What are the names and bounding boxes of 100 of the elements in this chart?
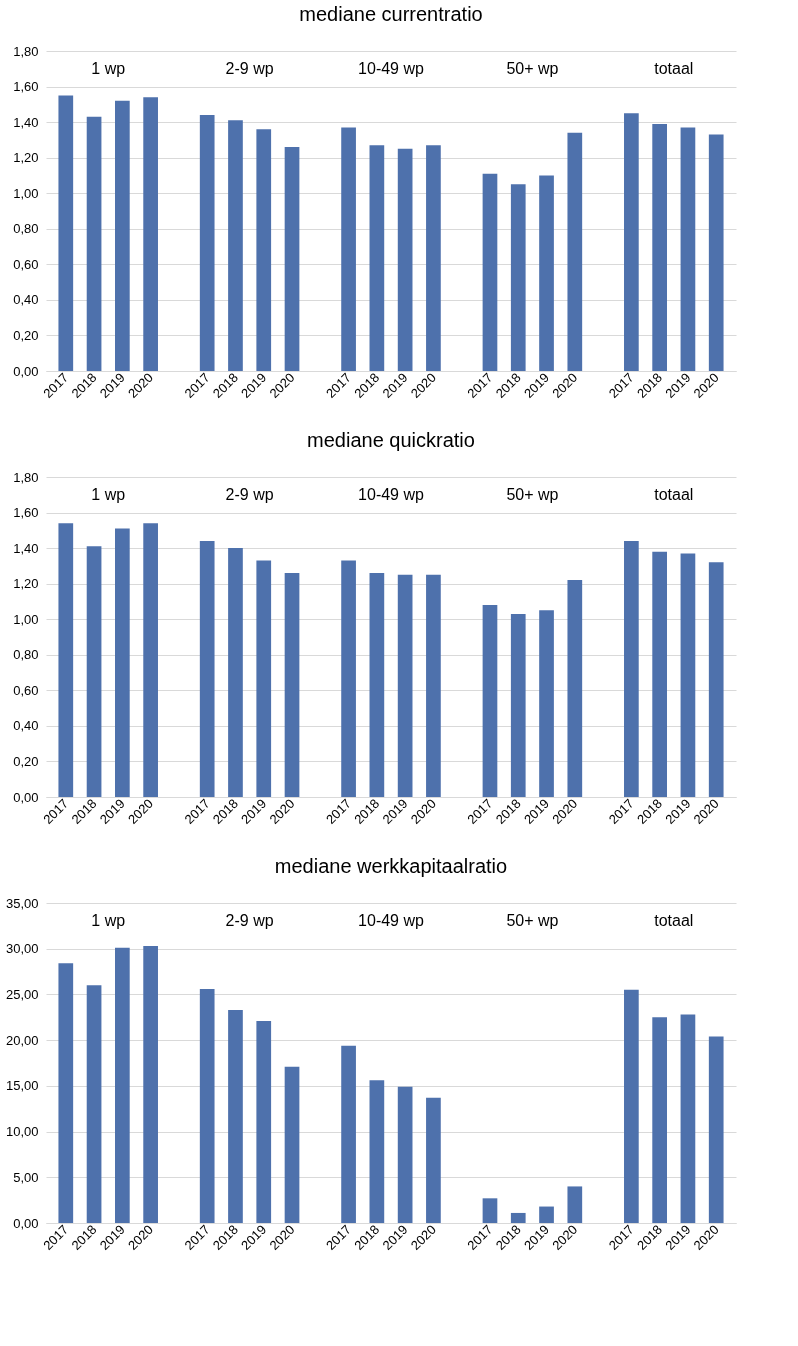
bar [341, 127, 356, 371]
bar [228, 120, 243, 371]
bar [624, 113, 639, 371]
bar [199, 115, 215, 371]
y-tick-label: 1,40 [13, 114, 39, 130]
bar [652, 1017, 667, 1223]
bar [397, 1086, 413, 1223]
bar [397, 148, 413, 371]
bar [482, 1198, 498, 1223]
y-tick-label: 1,80 [13, 43, 39, 59]
y-tick-label: 0,60 [13, 682, 39, 698]
y-tick-label: 0,80 [13, 221, 39, 237]
bar [115, 947, 130, 1223]
bar [426, 145, 441, 371]
bar [482, 173, 498, 371]
bar [86, 116, 102, 371]
bar [708, 134, 724, 371]
y-tick-label: 1,40 [13, 540, 39, 556]
y-tick-label: 0,20 [13, 327, 39, 343]
bar [143, 97, 158, 371]
bar [482, 605, 498, 797]
y-tick-label: 1,80 [13, 469, 39, 485]
bar [567, 132, 583, 371]
bar [624, 989, 639, 1223]
annotation: 2-9 wp [225, 486, 274, 503]
chart-title: mediane quickratio [307, 429, 475, 451]
bar [284, 573, 300, 797]
chart-title: mediane werkkapitaalratio [274, 855, 508, 877]
y-tick-label: 0,00 [13, 789, 39, 805]
bar [680, 127, 696, 371]
bar [341, 560, 356, 797]
bar [256, 129, 272, 371]
bar [426, 574, 441, 797]
y-tick-label: 1,00 [13, 611, 39, 627]
annotation: 50+ wp [506, 486, 559, 503]
bar [58, 95, 74, 371]
bar [680, 1014, 696, 1223]
bar [426, 1097, 441, 1223]
annotation: 1 wp [91, 486, 126, 503]
annotation: 10-49 wp [358, 912, 425, 929]
bar [115, 100, 130, 371]
annotation: 1 wp [91, 912, 126, 929]
y-tick-label: 1,00 [13, 185, 39, 201]
bar [624, 541, 639, 797]
y-tick-label: 10,00 [5, 1124, 39, 1140]
bar [256, 560, 272, 797]
bar [58, 963, 74, 1223]
bar [680, 553, 696, 797]
bar [539, 175, 554, 371]
bar [369, 573, 385, 797]
bar [143, 945, 158, 1223]
y-tick-label: 1,60 [13, 79, 39, 95]
bar [86, 985, 102, 1223]
y-tick-label: 0,80 [13, 647, 39, 663]
annotation: totaal [654, 60, 694, 77]
annotation: totaal [654, 912, 694, 929]
bar [369, 1080, 385, 1223]
bar [341, 1045, 356, 1223]
bar [708, 1036, 724, 1223]
y-tick-label: 0,40 [13, 718, 39, 734]
bar [228, 548, 243, 797]
y-tick-label: 1,20 [13, 150, 39, 166]
bar [284, 147, 300, 371]
bar [708, 562, 724, 797]
y-tick-label: 5,00 [13, 1169, 39, 1185]
bar [567, 1186, 583, 1223]
annotation: 1 wp [91, 60, 126, 77]
bar [510, 184, 526, 371]
annotation: 2-9 wp [225, 60, 274, 77]
y-tick-label: 0,60 [13, 256, 39, 272]
y-tick-label: 15,00 [5, 1078, 39, 1094]
bar [510, 1212, 526, 1223]
bar [369, 145, 385, 371]
chart-title: mediane currentratio [299, 3, 483, 25]
y-tick-label: 20,00 [5, 1032, 39, 1048]
annotation: 2-9 wp [225, 912, 274, 929]
bar [199, 541, 215, 797]
bar [539, 610, 554, 797]
annotation: 10-49 wp [358, 486, 425, 503]
y-tick-label: 25,00 [5, 986, 39, 1002]
annotation: 50+ wp [506, 60, 559, 77]
y-tick-label: 0,00 [13, 363, 39, 379]
bar [284, 1066, 300, 1223]
y-tick-label: 30,00 [5, 941, 39, 957]
annotation: 50+ wp [506, 912, 559, 929]
bar [86, 546, 102, 797]
bar [115, 528, 130, 797]
bar [539, 1206, 554, 1223]
y-tick-label: 0,20 [13, 753, 39, 769]
bar [143, 523, 158, 797]
y-tick-label: 1,20 [13, 576, 39, 592]
bar [510, 613, 526, 797]
y-tick-label: 0,40 [13, 292, 39, 308]
bar [256, 1020, 272, 1223]
bar [228, 1009, 243, 1223]
annotation: 10-49 wp [358, 60, 425, 77]
bar [652, 123, 667, 371]
y-tick-label: 35,00 [5, 895, 39, 911]
bar [652, 551, 667, 797]
bar [199, 988, 215, 1223]
